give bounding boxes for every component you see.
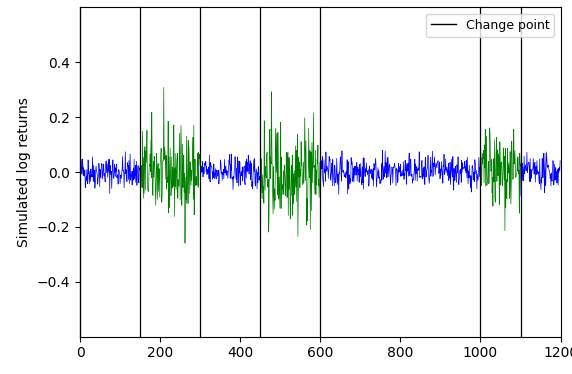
- Legend: Change point: Change point: [426, 14, 554, 37]
- Y-axis label: Simulated log returns: Simulated log returns: [17, 97, 31, 247]
